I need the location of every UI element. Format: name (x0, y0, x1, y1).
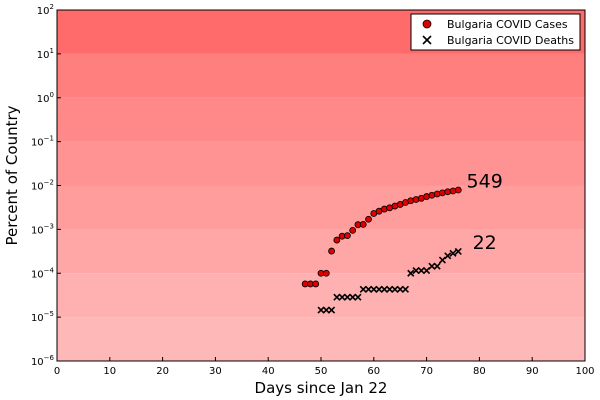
y-tick-label: 10−6 (31, 354, 55, 368)
y-tick-label: 10−4 (31, 266, 55, 280)
x-tick-label: 20 (156, 366, 169, 377)
case-point (344, 233, 350, 239)
background-band (57, 229, 585, 273)
y-tick-label: 10−3 (31, 222, 54, 236)
x-tick-label: 0 (54, 366, 60, 377)
case-point (329, 248, 335, 254)
y-tick-label: 10−5 (31, 310, 54, 324)
legend-label-cases: Bulgaria COVID Cases (447, 18, 568, 31)
case-point (350, 227, 356, 233)
case-point (366, 216, 372, 222)
y-tick-label: 100 (37, 91, 54, 105)
annotation-label: 22 (473, 232, 497, 254)
background-band (57, 54, 585, 98)
annotation-label: 549 (467, 171, 503, 193)
case-point (334, 237, 340, 243)
y-axis-ticks: 10−6 10−5 10−4 10−3 10−2 10−1 100 101 102 (31, 3, 61, 368)
case-point (323, 270, 329, 276)
case-point (455, 187, 461, 193)
y-tick-label: 101 (37, 47, 54, 61)
y-axis-label: Percent of Country (3, 105, 21, 245)
legend: Bulgaria COVID Cases Bulgaria COVID Deat… (411, 14, 580, 50)
x-tick-label: 70 (420, 366, 433, 377)
background-band (57, 142, 585, 186)
x-tick-label: 30 (209, 366, 222, 377)
case-point (360, 221, 366, 227)
legend-marker-cases (423, 20, 431, 28)
x-tick-label: 50 (315, 366, 328, 377)
case-point (313, 281, 319, 287)
x-tick-label: 100 (575, 366, 594, 377)
background-bands (57, 10, 585, 361)
background-band (57, 317, 585, 361)
x-tick-label: 10 (103, 366, 116, 377)
legend-label-deaths: Bulgaria COVID Deaths (447, 34, 574, 47)
y-tick-label: 10−2 (31, 179, 54, 193)
x-tick-label: 90 (526, 366, 539, 377)
x-tick-label: 60 (367, 366, 380, 377)
background-band (57, 186, 585, 230)
background-band (57, 98, 585, 142)
x-axis-label: Days since Jan 22 (255, 379, 388, 397)
x-tick-label: 40 (262, 366, 275, 377)
x-tick-label: 80 (473, 366, 486, 377)
y-tick-label: 102 (37, 3, 54, 17)
y-tick-label: 10−1 (31, 135, 54, 149)
